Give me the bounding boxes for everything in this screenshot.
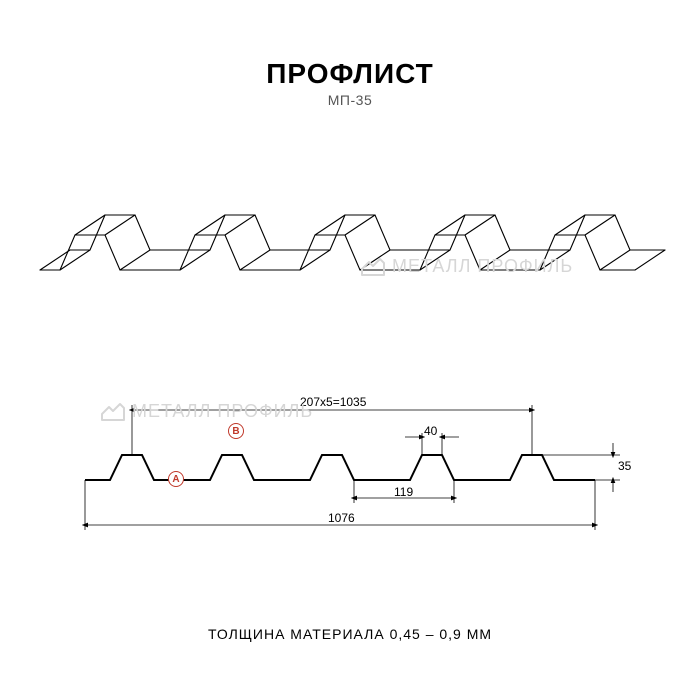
dim-height: 35 [618, 459, 631, 473]
page-subtitle: МП-35 [0, 92, 700, 108]
dim-pitch: 119 [394, 485, 413, 499]
isometric-profile-view [30, 170, 670, 300]
dim-top-flat: 40 [424, 424, 437, 438]
watermark-text: МЕТАЛЛ ПРОФИЛЬ [392, 256, 573, 277]
marker-b: B [228, 423, 244, 439]
header: ПРОФЛИСТ МП-35 [0, 58, 700, 108]
thickness-label: ТОЛЩИНА МАТЕРИАЛА 0,45 – 0,9 ММ [208, 626, 492, 642]
house-icon [100, 400, 126, 422]
iso-profile-svg [30, 170, 670, 300]
house-icon [360, 255, 386, 277]
watermark-logo: МЕТАЛЛ ПРОФИЛЬ [360, 255, 573, 277]
page-title: ПРОФЛИСТ [0, 58, 700, 90]
watermark-logo-2: МЕТАЛЛ ПРОФИЛЬ [100, 400, 313, 422]
watermark-text-2: МЕТАЛЛ ПРОФИЛЬ [132, 401, 313, 422]
dim-total-width: 1076 [328, 511, 355, 525]
footer: ТОЛЩИНА МАТЕРИАЛА 0,45 – 0,9 ММ [0, 626, 700, 642]
marker-a: A [168, 471, 184, 487]
